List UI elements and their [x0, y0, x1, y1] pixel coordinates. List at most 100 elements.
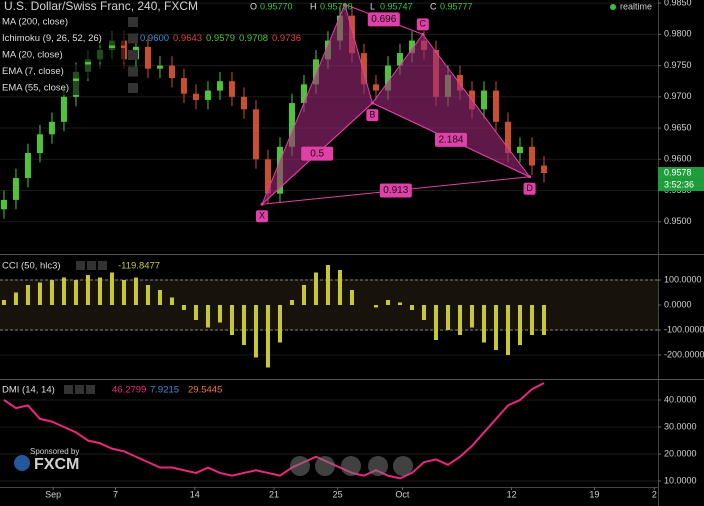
bar — [433, 305, 438, 340]
candle-body — [480, 90, 487, 110]
y-tick-label: 0.9500 — [664, 216, 692, 226]
candle-body — [540, 165, 547, 174]
bar — [97, 277, 102, 305]
candle-body — [456, 74, 463, 91]
y-tick-label: 0.9750 — [664, 60, 692, 70]
candle-body — [144, 46, 151, 69]
chart-title: U.S. Dollar/Swiss Franc, 240, FXCM — [4, 0, 198, 13]
y-tick-label: 40.0000 — [664, 394, 697, 404]
candle-body — [240, 96, 247, 110]
bar — [337, 270, 342, 305]
indicator-menu[interactable] — [128, 66, 138, 77]
bar — [505, 305, 510, 355]
candle-body — [504, 121, 511, 154]
ratio-box — [434, 132, 467, 147]
indicator-menu[interactable] — [128, 50, 138, 60]
candle-body — [48, 121, 55, 135]
indicator-readout: 0.9736 — [272, 33, 301, 44]
panel-button[interactable] — [75, 385, 84, 394]
candle-body — [24, 153, 31, 179]
bar — [61, 277, 66, 305]
candle-body — [492, 90, 499, 122]
candle-body — [264, 159, 271, 194]
bar — [313, 272, 318, 305]
bar — [13, 292, 18, 305]
bar — [421, 305, 426, 320]
indicator-name: MA (20, close) — [2, 50, 63, 61]
candle-body — [204, 90, 211, 100]
y-tick-label: 0.9700 — [664, 91, 692, 101]
step-forward-button[interactable] — [368, 456, 388, 476]
panel-button[interactable] — [87, 261, 96, 270]
indicator-name: EMA (7, close) — [2, 66, 64, 77]
x-tick-label: 21 — [269, 489, 279, 499]
indicator-menu[interactable] — [128, 33, 138, 44]
candle-body — [312, 59, 319, 85]
candle-body — [12, 178, 19, 200]
pattern-point — [343, 2, 347, 6]
bar — [301, 285, 306, 305]
indicator-legend-bg — [0, 31, 125, 46]
play-button[interactable] — [341, 456, 361, 476]
indicator-name: EMA (55, close) — [2, 83, 69, 94]
panel-readout: 29.5445 — [188, 385, 222, 396]
y-tick-label: 10.0000 — [664, 475, 697, 485]
step-back-button[interactable] — [315, 456, 335, 476]
y-tick-label: -200.0000 — [664, 349, 704, 359]
candle-body — [36, 134, 43, 154]
candle-body — [252, 109, 259, 160]
status: realtime — [620, 1, 652, 11]
last-price-label: 0.9578 — [664, 167, 692, 177]
indicator-name: Ichimoku (9, 26, 52, 26) — [2, 33, 102, 44]
point-label: C — [420, 19, 427, 29]
indicator-legend-bg — [0, 15, 125, 29]
indicator-menu[interactable] — [128, 83, 138, 93]
bar — [109, 272, 114, 305]
panel-title: DMI (14, 14) — [2, 385, 55, 396]
bar — [1, 300, 6, 305]
sponsor-brand: FXCM — [34, 456, 79, 473]
panel-button[interactable] — [76, 261, 85, 270]
panel-button[interactable] — [98, 261, 107, 270]
ohlc-value: 0.95790 — [320, 1, 353, 11]
bar — [37, 282, 42, 305]
candle-body — [528, 146, 535, 166]
ohlc-key: O — [250, 1, 257, 11]
bar — [73, 280, 78, 305]
x-tick-label: 19 — [589, 489, 599, 499]
y-tick-label: 100.0000 — [664, 274, 702, 284]
bar — [193, 305, 198, 320]
bar — [445, 305, 450, 330]
bar — [529, 305, 534, 335]
rewind-button[interactable] — [290, 456, 310, 476]
bar — [85, 275, 90, 305]
point-label-box — [366, 109, 379, 122]
bar — [253, 305, 258, 358]
indicator-readout: 0.9708 — [239, 33, 268, 44]
pattern-point — [528, 175, 532, 179]
bar — [265, 305, 270, 368]
indicator-readout: 0.9579 — [206, 33, 235, 44]
candle-body — [216, 81, 223, 91]
bar — [469, 305, 474, 328]
indicator-menu[interactable] — [128, 17, 138, 27]
candle-body — [60, 96, 67, 122]
candle-body — [192, 93, 199, 100]
y-tick-label: 30.0000 — [664, 421, 697, 431]
candle-body — [228, 81, 235, 97]
candle-body — [0, 199, 7, 210]
panel-readout: 7.9215 — [150, 385, 179, 396]
y-tick-label: 0.9850 — [664, 0, 692, 7]
countdown: 3:52:36 — [664, 179, 694, 189]
x-tick-label: 12 — [507, 489, 517, 499]
point-label-box — [255, 210, 268, 223]
panel-button[interactable] — [86, 385, 95, 394]
point-label: D — [526, 183, 533, 193]
x-tick-label: 14 — [190, 489, 200, 499]
bar — [541, 305, 546, 335]
bar — [121, 280, 126, 305]
forward-button[interactable] — [393, 456, 413, 476]
panel-button[interactable] — [64, 385, 73, 394]
panel-readout: -119.8477 — [118, 261, 160, 272]
